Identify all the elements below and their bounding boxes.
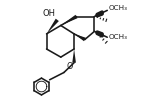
Polygon shape: [72, 49, 76, 63]
Text: OCH₃: OCH₃: [108, 5, 127, 11]
Text: O: O: [66, 62, 73, 71]
Polygon shape: [47, 19, 59, 34]
Polygon shape: [74, 34, 86, 41]
Text: OH: OH: [43, 10, 56, 19]
Text: OCH₃: OCH₃: [108, 34, 127, 40]
Polygon shape: [61, 15, 77, 25]
